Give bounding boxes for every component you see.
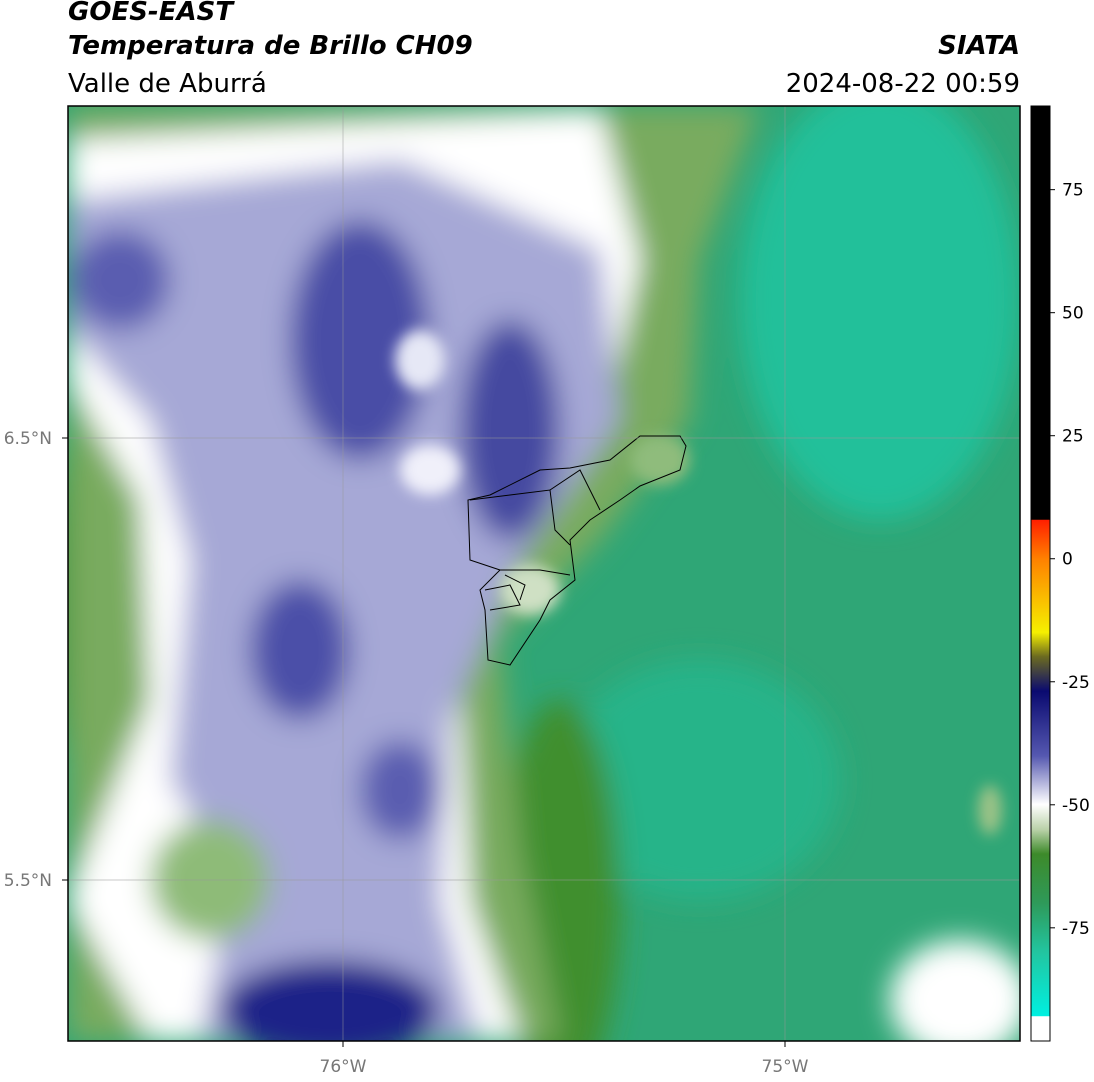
colorbar-ticks: 75 50 25 0 -25 -50 -75: [1050, 181, 1090, 939]
datetime: 2024-08-22 00:59: [786, 69, 1020, 99]
title: GOES-EAST: [68, 0, 235, 27]
lat-label: 6.5°N: [4, 429, 52, 449]
graticule: [68, 106, 1020, 1041]
colorbar-tick-label: -25: [1062, 673, 1090, 693]
colorbar-tick-label: 0: [1062, 550, 1073, 570]
subtitle: Temperatura de Brillo CH09: [68, 31, 473, 61]
satellite-image: [68, 106, 1020, 1041]
lon-label: 75°W: [762, 1057, 809, 1077]
region: Valle de Aburrá: [68, 69, 267, 99]
colorbar: [1030, 105, 1051, 1042]
colorbar-tick-label: 25: [1062, 427, 1084, 447]
colorbar-tick-label: -75: [1062, 919, 1090, 939]
colorbar-tick-label: 50: [1062, 304, 1084, 324]
map-ticks: [62, 437, 786, 1047]
lon-label: 76°W: [320, 1057, 367, 1077]
agency: SIATA: [938, 31, 1020, 61]
lat-label: 5.5°N: [4, 871, 52, 891]
municipal-boundaries: [467, 435, 687, 666]
colorbar-tick-label: 75: [1062, 181, 1084, 201]
colorbar-tick-label: -50: [1062, 796, 1090, 816]
map-frame: [67, 105, 1021, 1042]
